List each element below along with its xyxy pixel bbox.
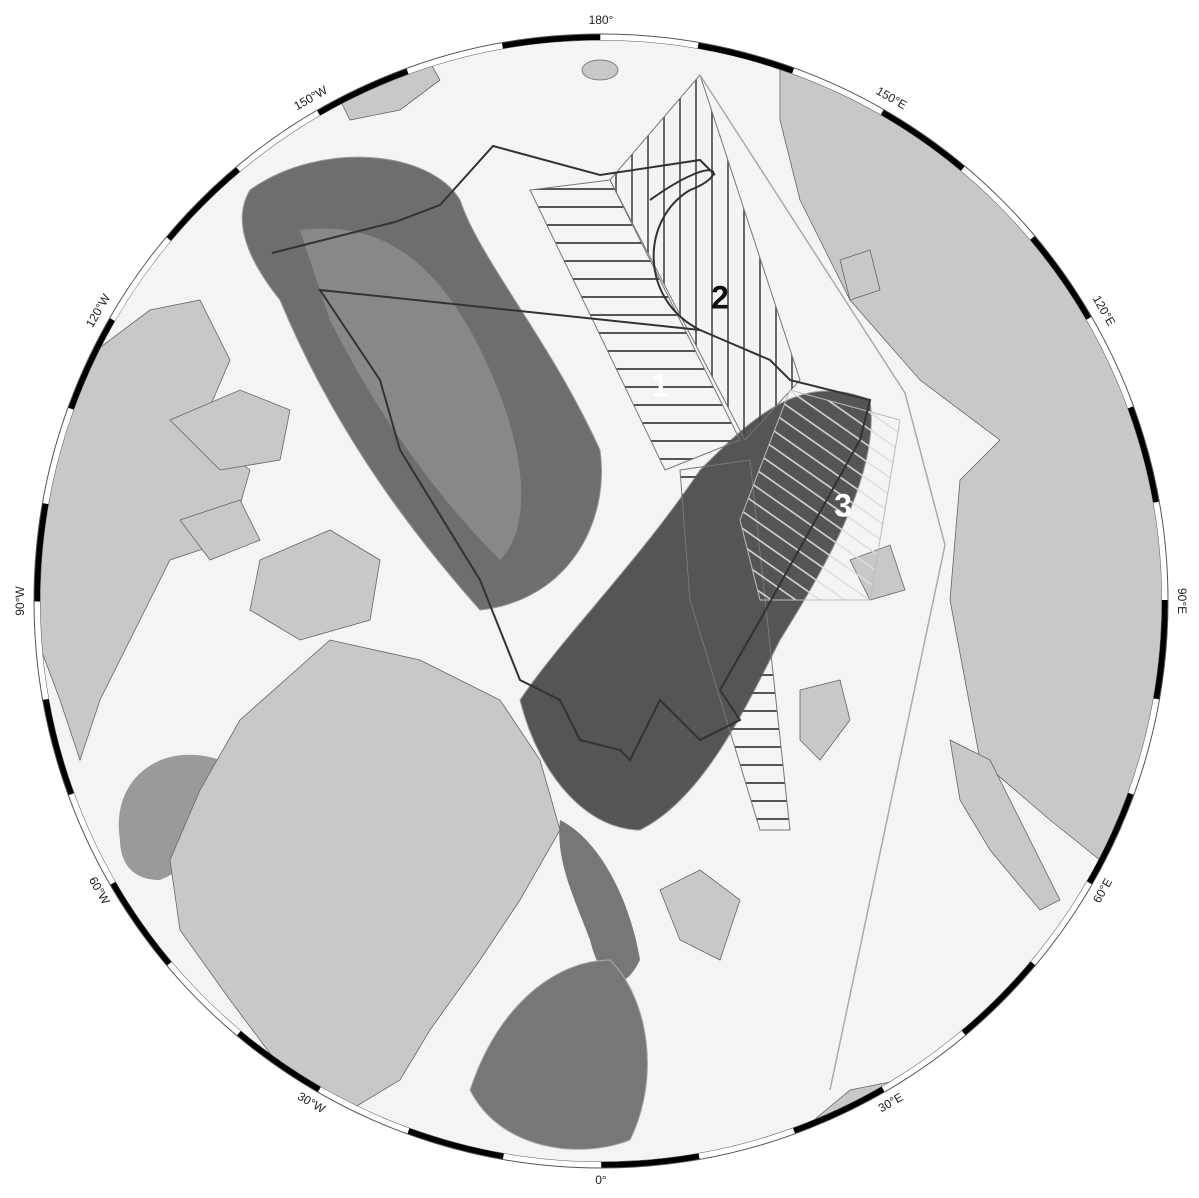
longitude-label: 90°W: [13, 586, 27, 616]
wrangel-island: [581, 59, 619, 81]
svalbard: [659, 869, 741, 961]
region-label: 3: [834, 487, 852, 523]
region-label: 2: [711, 279, 729, 315]
island: [249, 529, 381, 641]
frame-ticks: [34, 34, 1168, 1168]
island: [179, 499, 261, 561]
region-3-area: [739, 389, 901, 601]
hatched-strip: [679, 459, 791, 831]
norwegian-basin: [469, 959, 648, 1150]
island: [169, 389, 291, 471]
region-2-outline: [649, 169, 715, 331]
greenland: [169, 639, 561, 1111]
boundary-line: [699, 74, 946, 1091]
region-label: 1: [651, 367, 669, 403]
region-1-area: [529, 179, 741, 471]
frame-outer: [33, 33, 1169, 1169]
novaya-zemlya: [949, 739, 1061, 911]
fram-strait: [559, 820, 640, 982]
franz-josef-land: [799, 679, 851, 761]
island: [839, 249, 881, 301]
longitude-label: 0°: [595, 1173, 607, 1187]
study-area-outline: [271, 144, 872, 762]
basin-slope: [300, 228, 522, 560]
longitude-label: 180°: [589, 13, 614, 27]
longitude-label: 90°E: [1175, 588, 1189, 614]
